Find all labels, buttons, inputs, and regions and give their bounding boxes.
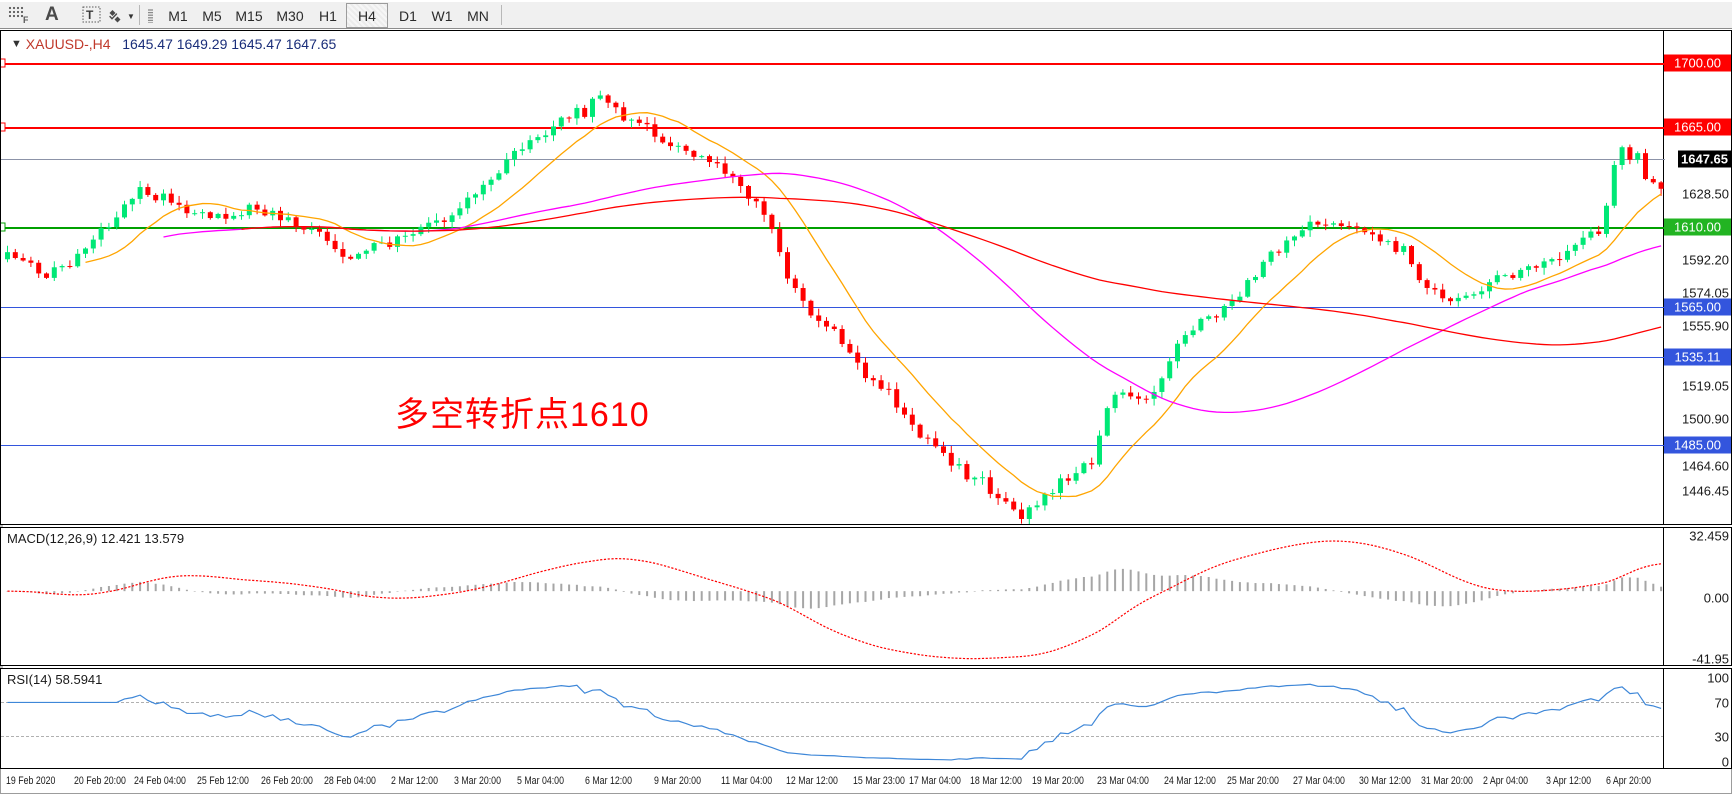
- svg-text:F: F: [23, 15, 28, 24]
- svg-text:T: T: [86, 8, 94, 22]
